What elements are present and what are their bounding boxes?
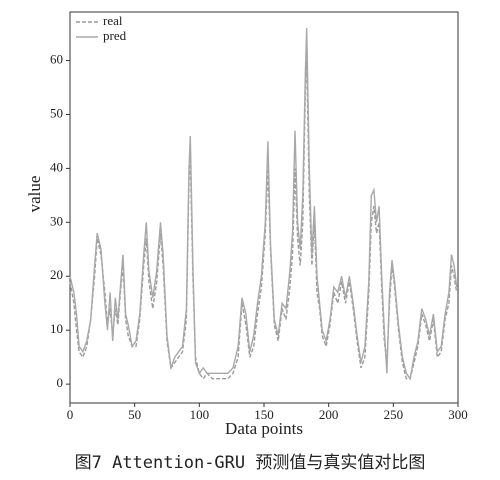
legend-label: pred	[103, 28, 127, 43]
y-tick-label: 50	[50, 105, 63, 120]
x-tick-label: 300	[448, 407, 468, 422]
caption: 图7 Attention-GRU 预测值与真实值对比图	[75, 453, 426, 473]
x-tick-label: 150	[254, 407, 274, 422]
x-tick-label: 200	[319, 407, 339, 422]
series-line	[69, 28, 458, 381]
y-tick-label: 0	[57, 375, 64, 390]
y-axis-label: value	[25, 176, 44, 213]
x-tick-label: 0	[67, 407, 74, 422]
y-tick-label: 60	[50, 52, 63, 67]
y-tick-label: 10	[50, 321, 63, 336]
y-tick-label: 20	[50, 267, 63, 282]
x-tick-label: 50	[128, 407, 141, 422]
y-tick-label: 30	[50, 213, 63, 228]
plot-frame	[69, 11, 459, 404]
x-axis-label: Data points	[225, 419, 303, 438]
x-tick-label: 250	[384, 407, 404, 422]
y-tick-label: 40	[50, 159, 63, 174]
legend-label: real	[103, 13, 123, 28]
x-tick-label: 100	[190, 407, 210, 422]
